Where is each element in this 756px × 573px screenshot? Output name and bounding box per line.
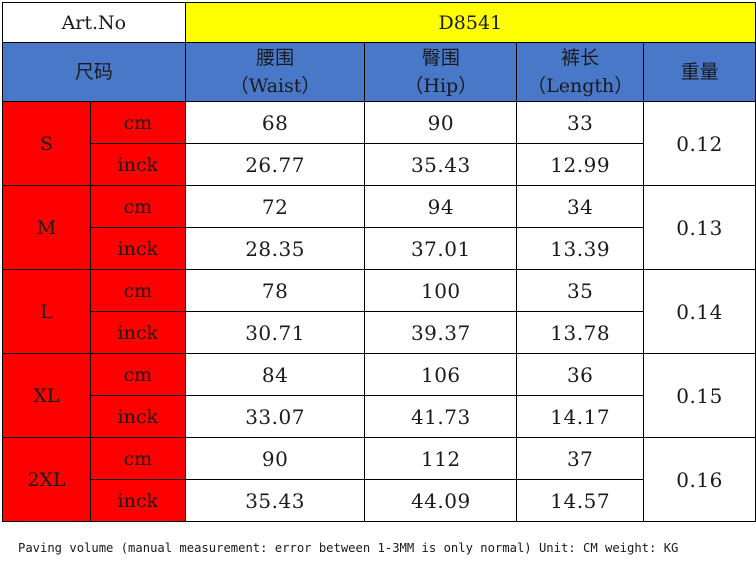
size-row-cm: 2XL cm 90 112 37 0.16	[2, 437, 756, 522]
header-waist-cn: 腰围	[256, 47, 295, 69]
hip-cm: 90	[364, 101, 518, 144]
hip-cm: 106	[364, 353, 518, 396]
waist-cm: 68	[184, 101, 366, 144]
hip-inch: 39.37	[364, 311, 518, 354]
header-length-cn: 裤长	[561, 47, 600, 69]
size-row-inch: inck 35.43 44.09 14.57	[3, 479, 756, 522]
unit-cm: cm	[89, 269, 186, 312]
length-inch: 13.78	[516, 311, 645, 354]
size-row-inch: inck 33.07 41.73 14.17	[3, 395, 756, 438]
size-row-inch: inck 30.71 39.37 13.78	[3, 311, 756, 354]
length-cm: 34	[516, 185, 645, 228]
waist-cm: 90	[184, 437, 366, 480]
unit-cm: cm	[89, 101, 186, 144]
waist-cm: 72	[184, 185, 366, 228]
header-length-en: （Length）	[527, 75, 634, 97]
waist-inch: 33.07	[184, 395, 366, 438]
size-row-inch: inck 26.77 35.43 12.99	[3, 143, 756, 186]
length-cm: 36	[516, 353, 645, 396]
length-inch: 12.99	[516, 143, 645, 186]
header-hip: 臀围 （Hip）	[364, 42, 518, 102]
hip-cm: 94	[364, 185, 518, 228]
header-length: 裤长 （Length）	[516, 42, 645, 102]
hip-cm: 112	[364, 437, 518, 480]
weight-value: 0.13	[643, 185, 756, 270]
header-size: 尺码	[2, 42, 186, 102]
size-label: XL	[2, 353, 91, 438]
hip-inch: 44.09	[364, 479, 518, 522]
hip-cm: 100	[364, 269, 518, 312]
header-waist-en: （Waist）	[229, 75, 321, 97]
unit-cm: cm	[89, 185, 186, 228]
unit-cm: cm	[89, 437, 186, 480]
waist-inch: 35.43	[184, 479, 366, 522]
weight-value: 0.14	[643, 269, 756, 354]
waist-cm: 78	[184, 269, 366, 312]
unit-inch: inck	[89, 479, 186, 522]
art-no-value: D8541	[184, 2, 756, 43]
size-label: M	[2, 185, 91, 270]
hip-inch: 35.43	[364, 143, 518, 186]
weight-value: 0.12	[643, 101, 756, 186]
header-waist: 腰围 （Waist）	[184, 42, 366, 102]
length-inch: 14.57	[516, 479, 645, 522]
waist-inch: 28.35	[184, 227, 366, 270]
length-inch: 14.17	[516, 395, 645, 438]
size-label: 2XL	[2, 437, 91, 522]
length-cm: 37	[516, 437, 645, 480]
size-row-cm: XL cm 84 106 36 0.15	[2, 353, 756, 438]
waist-inch: 26.77	[184, 143, 366, 186]
length-inch: 13.39	[516, 227, 645, 270]
size-label: S	[2, 101, 91, 186]
weight-value: 0.15	[643, 353, 756, 438]
header-hip-en: （Hip）	[404, 75, 478, 97]
waist-inch: 30.71	[184, 311, 366, 354]
hip-inch: 37.01	[364, 227, 518, 270]
measurement-note: Paving volume (manual measurement: error…	[18, 541, 679, 555]
waist-cm: 84	[184, 353, 366, 396]
unit-cm: cm	[89, 353, 186, 396]
unit-inch: inck	[89, 143, 186, 186]
header-hip-cn: 臀围	[421, 47, 460, 69]
art-no-label: Art.No	[2, 2, 186, 43]
unit-inch: inck	[89, 395, 186, 438]
size-label: L	[2, 269, 91, 354]
size-chart-table: Art.No D8541 尺码 腰围 （Waist） 臀围 （Hip） 裤长 （…	[2, 2, 756, 522]
weight-value: 0.16	[643, 437, 756, 522]
length-cm: 33	[516, 101, 645, 144]
header-weight: 重量	[643, 42, 756, 102]
unit-inch: inck	[89, 311, 186, 354]
hip-inch: 41.73	[364, 395, 518, 438]
unit-inch: inck	[89, 227, 186, 270]
length-cm: 35	[516, 269, 645, 312]
size-row-inch: inck 28.35 37.01 13.39	[3, 227, 756, 270]
